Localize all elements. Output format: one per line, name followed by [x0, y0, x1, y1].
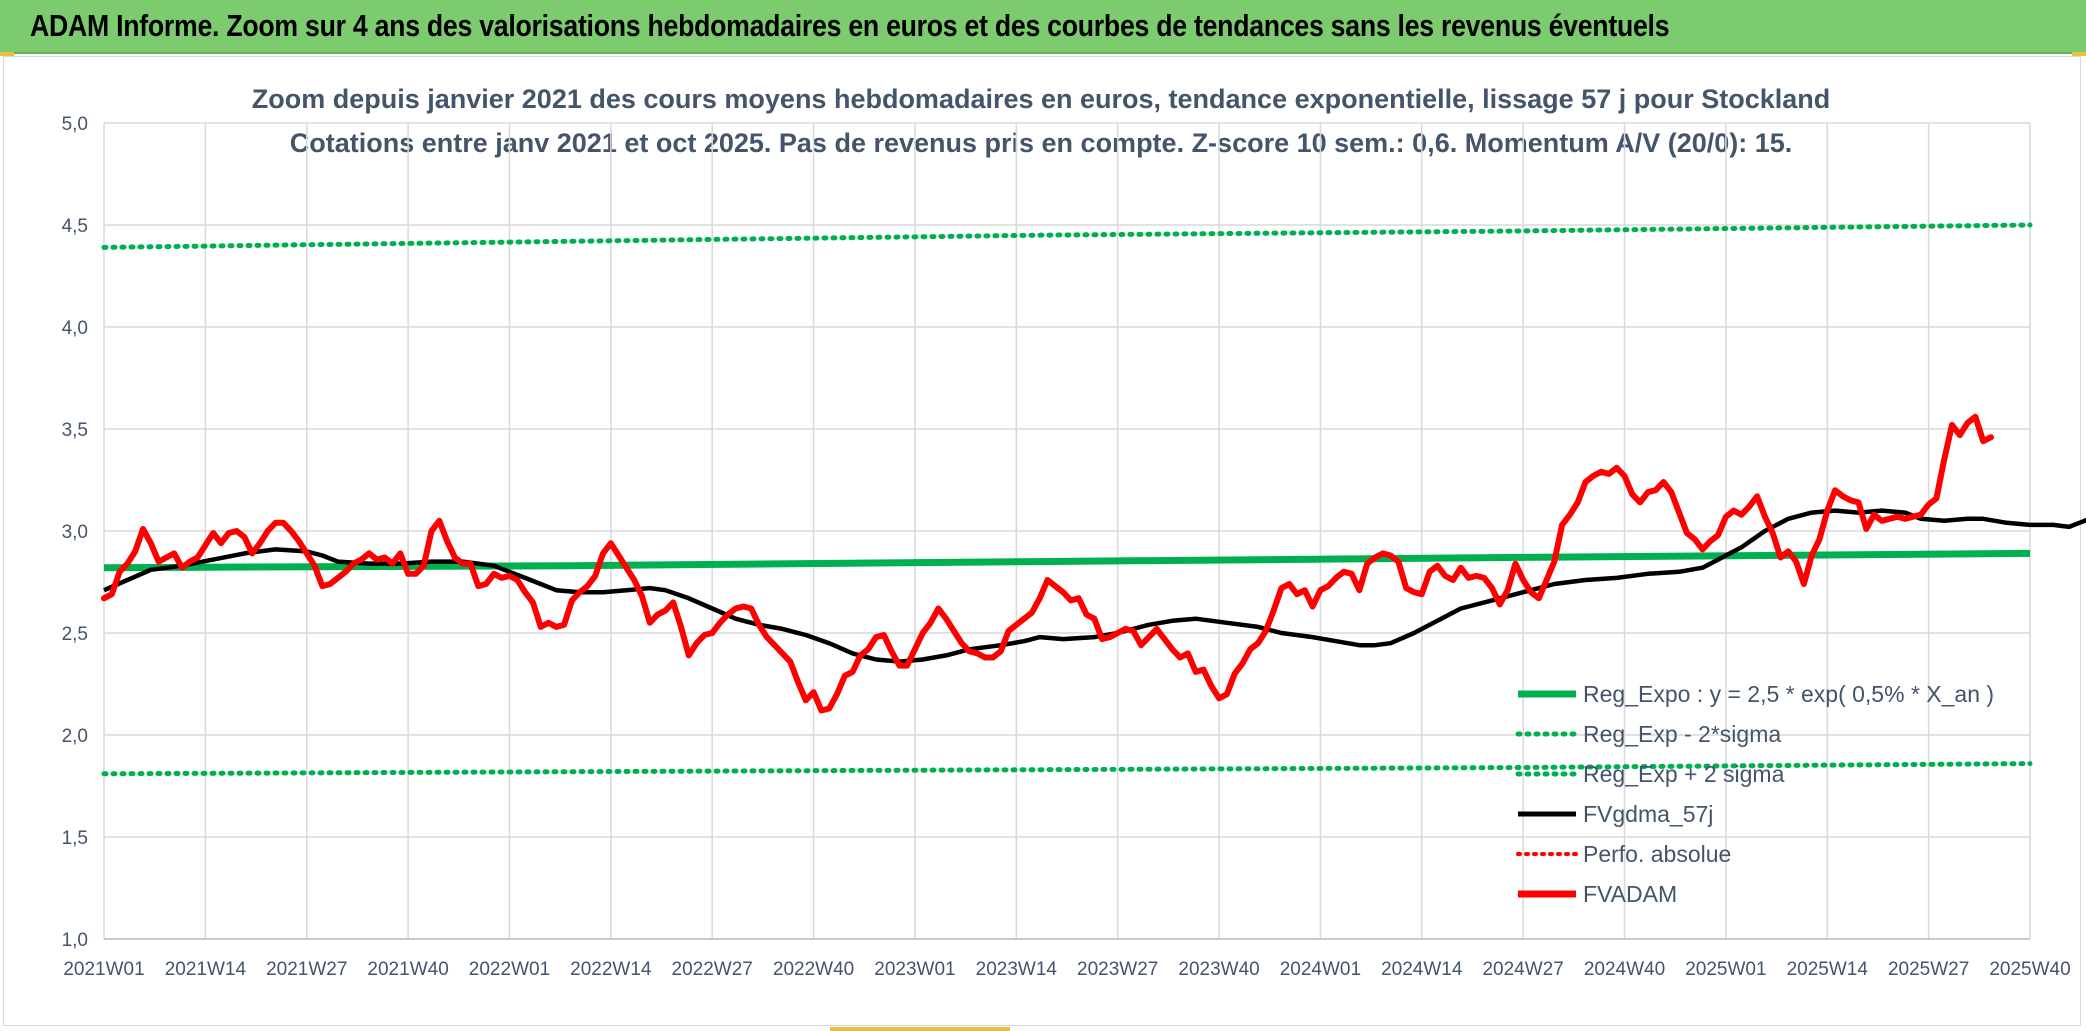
y-tick-label: 2,5 [62, 624, 88, 645]
legend: Reg_Expo : y = 2,5 * exp( 0,5% * X_an ) R… [1515, 681, 1994, 907]
legend-label: Reg_Expo : y = 2,5 * exp( 0,5% * X_an ) [1583, 681, 1994, 707]
x-tick-label: 2021W40 [367, 959, 448, 980]
axis-layer: 5,0 4,5 4,0 3,5 3,0 2,5 2,0 1,5 1,0 2021W01 2021W1… [62, 114, 2071, 980]
x-tick-label: 2025W01 [1685, 959, 1766, 980]
legend-label: FVADAM [1583, 881, 1677, 907]
legend-label: Reg_Exp - 2*sigma [1583, 721, 1781, 747]
y-tick-label: 5,0 [62, 114, 88, 135]
report-title: ADAM Informe. Zoom sur 4 ans des valoris… [30, 8, 1670, 43]
x-tick-label: 2021W14 [165, 959, 247, 980]
legend-label: Perfo. absolue [1583, 841, 1731, 867]
x-tick-label: 2024W14 [1381, 959, 1463, 980]
x-tick-label: 2025W27 [1888, 959, 1969, 980]
series-price-line [101, 413, 1994, 714]
x-tick-label: 2024W27 [1482, 959, 1563, 980]
report-banner: ADAM Informe. Zoom sur 4 ans des valoris… [0, 0, 2086, 54]
series-trend-line [103, 549, 2031, 572]
chart-frame [3, 56, 2081, 1026]
bottom-accent [830, 1027, 1010, 1031]
x-tick-label: 2023W01 [874, 959, 955, 980]
x-tick-label: 2024W40 [1584, 959, 1665, 980]
legend-label: FVgdma_57j [1583, 801, 1713, 827]
y-tick-label: 1,5 [62, 828, 88, 849]
banner-corner-right [2072, 52, 2086, 56]
chart-subtitle-line1: Zoom depuis janvier 2021 des cours moyen… [252, 84, 1831, 114]
y-tick-label: 4,0 [62, 318, 88, 339]
series-smooth-line [103, 508, 2086, 664]
x-tick-label: 2022W14 [570, 959, 652, 980]
legend-label: Reg_Exp + 2 sigma [1583, 761, 1785, 787]
x-tick-label: 2022W40 [773, 959, 854, 980]
chart-subtitle-line2: Cotations entre janv 2021 et oct 2025. P… [290, 128, 1793, 158]
x-tick-label: 2022W01 [469, 959, 550, 980]
y-tick-label: 1,0 [62, 930, 88, 951]
x-tick-label: 2021W27 [266, 959, 347, 980]
x-tick-label: 2023W40 [1178, 959, 1259, 980]
y-tick-label: 3,0 [62, 522, 88, 543]
x-tick-label: 2025W40 [1989, 959, 2070, 980]
series-layer [101, 222, 2086, 777]
grid-layer [103, 122, 2031, 940]
x-tick-label: 2021W01 [63, 959, 144, 980]
series-upper-line [101, 222, 2033, 250]
y-tick-label: 3,5 [62, 420, 88, 441]
x-tick-label: 2024W01 [1280, 959, 1361, 980]
y-tick-label: 4,5 [62, 216, 88, 237]
x-tick-label: 2025W14 [1787, 959, 1869, 980]
series-lower-line [101, 761, 2033, 777]
x-tick-label: 2023W14 [976, 959, 1058, 980]
x-tick-label: 2023W27 [1077, 959, 1158, 980]
y-tick-label: 2,0 [62, 726, 88, 747]
banner-corner-left [0, 52, 14, 56]
x-tick-label: 2022W27 [672, 959, 753, 980]
